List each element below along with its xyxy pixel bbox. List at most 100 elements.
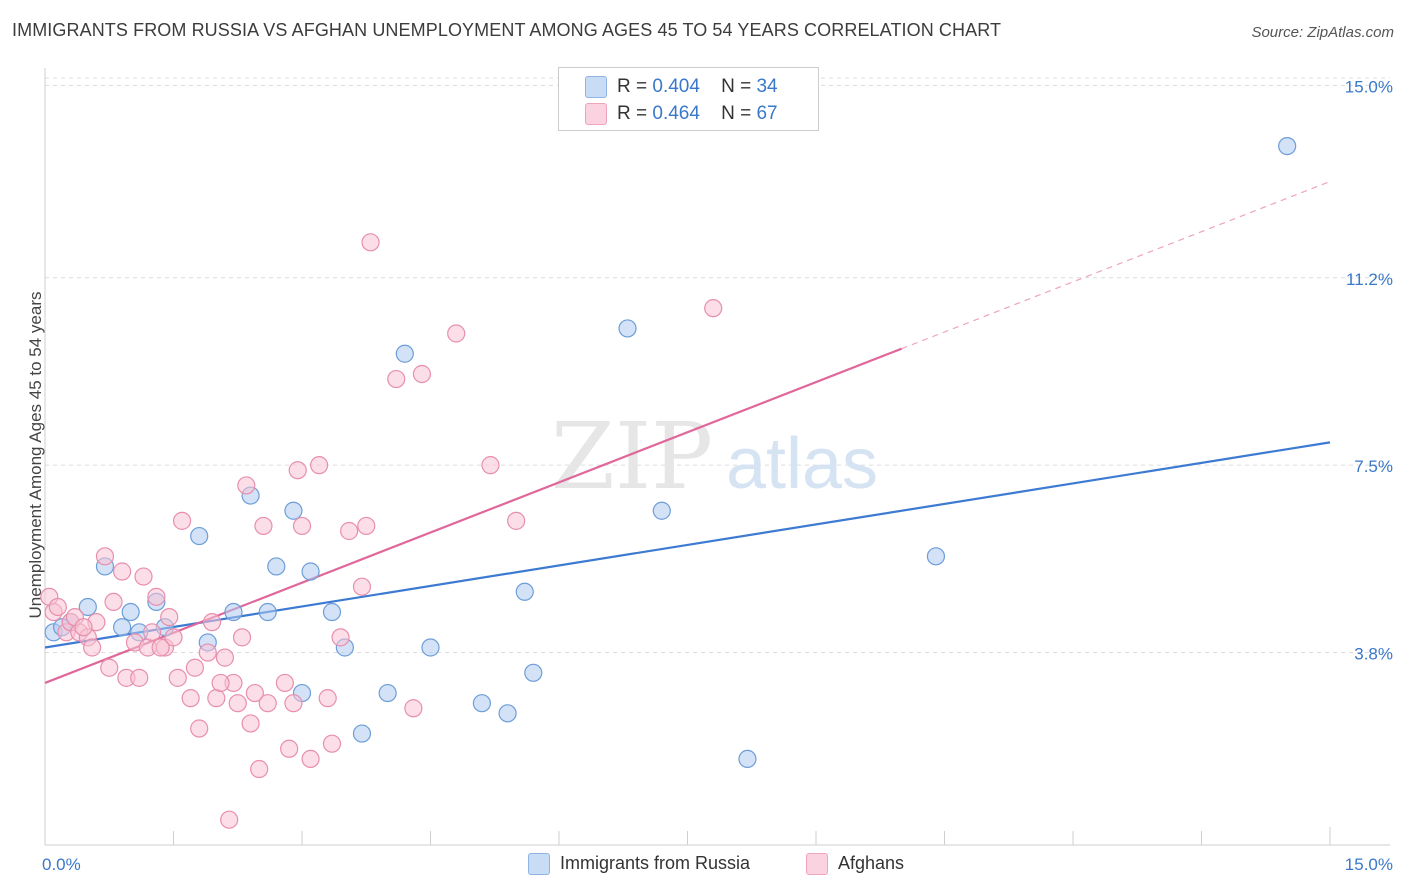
russia-n-label: N =	[721, 76, 752, 97]
point-afghans	[211, 673, 230, 693]
point-afghans	[95, 547, 115, 566]
point-afghans	[280, 739, 299, 758]
point-afghans	[74, 618, 93, 637]
point-afghans	[704, 299, 723, 318]
watermark-zip: ZIP	[551, 403, 713, 510]
point-afghans	[357, 516, 376, 536]
tick-labels: 3.8% 7.5% 11.2% 15.0% 0.0% 15.0%	[42, 77, 1393, 874]
legend-afghans-label: Afghans	[838, 853, 905, 873]
point-russia	[112, 618, 132, 637]
point-afghans	[275, 673, 294, 693]
watermark: ZIP atlas	[551, 403, 878, 510]
point-russia	[258, 602, 277, 622]
y-tick-label: 15.0%	[1345, 77, 1393, 96]
point-afghans	[507, 511, 526, 530]
axes	[44, 68, 1390, 846]
point-afghans	[83, 638, 102, 657]
point-russia	[121, 602, 140, 622]
legend-russia-swatch	[528, 853, 550, 875]
point-afghans	[142, 623, 162, 642]
source-label: Source: ZipAtlas.com	[1251, 24, 1394, 41]
point-afghans	[185, 658, 205, 677]
afghans-n-label: N =	[721, 103, 752, 124]
point-afghans	[228, 694, 247, 713]
point-russia	[301, 562, 320, 581]
point-russia	[267, 557, 286, 576]
point-russia	[224, 602, 243, 622]
russia-r-value: 0.404	[652, 76, 700, 97]
point-afghans	[164, 628, 183, 647]
legend-afghans-swatch	[806, 853, 828, 875]
watermark-atlas: atlas	[726, 424, 878, 504]
point-afghans	[412, 364, 432, 384]
point-afghans	[322, 734, 342, 753]
afghans-r-label: R =	[617, 103, 648, 124]
point-afghans	[258, 694, 277, 713]
point-afghans	[207, 689, 226, 708]
afghans-swatch	[585, 103, 607, 125]
point-russia	[395, 344, 414, 363]
grid-lines	[45, 77, 1390, 654]
point-russia	[284, 501, 303, 520]
point-russia	[926, 547, 946, 566]
stats-legend: R = 0.404 N = 34 R = 0.464 N = 67	[558, 67, 819, 131]
point-russia	[78, 597, 97, 617]
x-tick-label-end: 15.0%	[1345, 855, 1393, 874]
russia-swatch	[585, 76, 607, 98]
point-afghans	[352, 577, 372, 596]
point-afghans	[404, 699, 423, 718]
point-afghans	[134, 567, 153, 586]
point-afghans	[310, 456, 329, 475]
point-afghans	[202, 613, 222, 632]
point-russia	[618, 319, 637, 338]
chart-title: IMMIGRANTS FROM RUSSIA VS AFGHAN UNEMPLO…	[12, 20, 1002, 40]
point-russia	[190, 526, 209, 546]
point-russia	[472, 694, 491, 713]
point-afghans	[481, 456, 500, 475]
x-tick-label-start: 0.0%	[42, 855, 81, 874]
point-afghans	[237, 476, 256, 495]
point-afghans	[387, 369, 406, 389]
point-afghans	[100, 658, 119, 677]
trend-line-dashed-1	[901, 180, 1331, 350]
point-russia	[498, 704, 517, 723]
point-afghans	[292, 516, 312, 536]
y-tick-label: 11.2%	[1346, 270, 1393, 289]
point-russia	[378, 683, 397, 703]
point-russia	[352, 724, 372, 743]
point-russia	[322, 602, 342, 622]
point-afghans	[168, 668, 187, 687]
point-afghans	[104, 592, 123, 612]
trend-line-solid-1	[44, 347, 903, 684]
point-afghans	[254, 516, 273, 536]
y-tick-label: 3.8%	[1354, 645, 1393, 664]
point-afghans	[151, 638, 170, 657]
afghans-stats: R = 0.464 N = 67	[617, 103, 778, 125]
point-afghans	[147, 587, 166, 606]
point-afghans	[172, 511, 192, 530]
point-afghans	[160, 607, 179, 627]
point-afghans	[361, 233, 380, 252]
point-afghans	[215, 648, 234, 667]
point-afghans	[181, 689, 200, 708]
afghans-r-value: 0.464	[652, 103, 700, 124]
point-afghans	[288, 461, 307, 480]
point-russia	[738, 749, 757, 769]
point-afghans	[190, 719, 209, 738]
point-afghans	[245, 683, 264, 703]
point-afghans	[318, 689, 337, 708]
point-afghans	[48, 597, 67, 617]
russia-r-label: R =	[617, 76, 648, 97]
point-russia	[524, 663, 543, 682]
point-afghans	[198, 643, 217, 662]
point-russia	[652, 501, 671, 520]
point-afghans	[130, 668, 149, 687]
point-afghans	[250, 759, 269, 779]
point-russia	[515, 582, 534, 601]
russia-stats: R = 0.404 N = 34	[617, 76, 778, 98]
point-russia	[1278, 136, 1297, 156]
afghans-n-value: 67	[756, 103, 778, 124]
point-afghans	[220, 810, 239, 829]
point-afghans	[232, 628, 252, 647]
